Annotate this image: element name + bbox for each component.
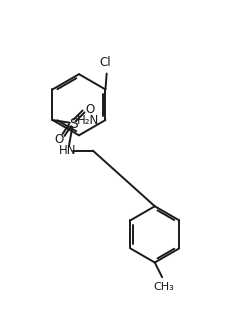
Text: HN: HN — [58, 144, 76, 157]
Text: Cl: Cl — [100, 56, 111, 69]
Text: S: S — [69, 117, 78, 131]
Text: CH₃: CH₃ — [153, 282, 174, 292]
Text: H₂N: H₂N — [77, 114, 99, 127]
Text: O: O — [85, 102, 94, 116]
Text: O: O — [55, 133, 64, 146]
